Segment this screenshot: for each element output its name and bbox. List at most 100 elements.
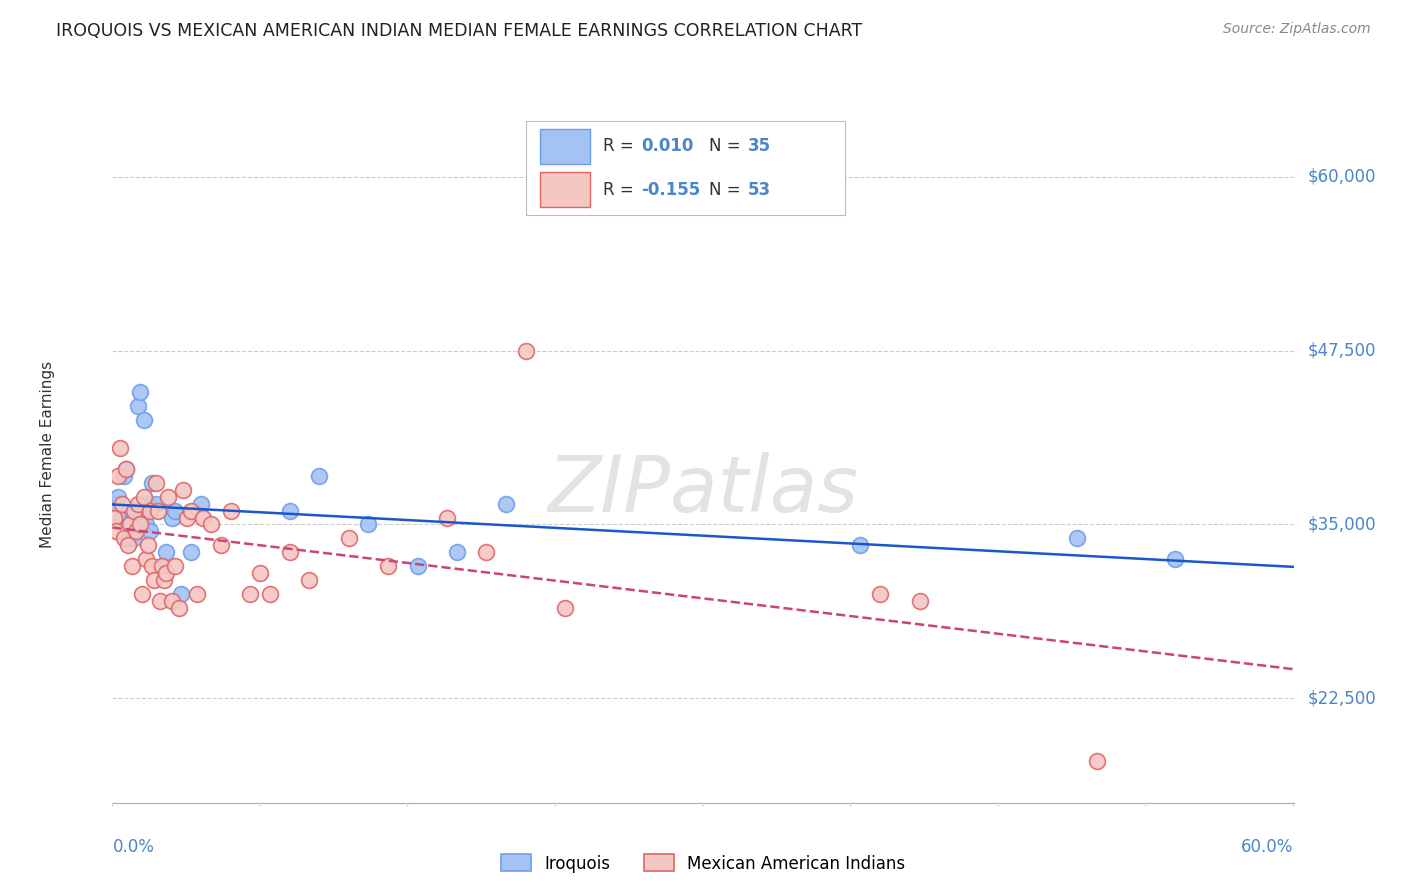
Point bbox=[150, 559, 173, 574]
Point bbox=[139, 503, 162, 517]
Point bbox=[136, 497, 159, 511]
Point bbox=[121, 503, 143, 517]
Text: 0.010: 0.010 bbox=[641, 137, 695, 155]
Point bbox=[259, 587, 281, 601]
Text: $60,000: $60,000 bbox=[1308, 168, 1376, 186]
Point bbox=[117, 538, 139, 552]
Point bbox=[337, 532, 360, 546]
FancyBboxPatch shape bbox=[540, 129, 589, 164]
Point bbox=[125, 524, 148, 539]
Point bbox=[191, 510, 214, 524]
Point bbox=[120, 517, 142, 532]
Point bbox=[165, 559, 187, 574]
Point bbox=[145, 475, 167, 490]
Point bbox=[155, 566, 177, 581]
Point bbox=[115, 462, 138, 476]
Point bbox=[219, 503, 242, 517]
Point bbox=[112, 532, 135, 546]
Text: 60.0%: 60.0% bbox=[1241, 838, 1294, 855]
Point bbox=[112, 468, 135, 483]
Text: ZIPatlas: ZIPatlas bbox=[547, 451, 859, 528]
Point bbox=[152, 573, 174, 587]
Point bbox=[129, 385, 152, 400]
Point bbox=[446, 545, 468, 559]
Point bbox=[115, 462, 138, 476]
Point bbox=[142, 573, 165, 587]
Point bbox=[515, 343, 537, 358]
Text: 53: 53 bbox=[748, 180, 770, 199]
Point bbox=[105, 497, 128, 511]
Point bbox=[131, 510, 153, 524]
Point bbox=[165, 503, 187, 517]
Point bbox=[554, 601, 576, 615]
Point bbox=[869, 587, 891, 601]
Text: R =: R = bbox=[603, 137, 638, 155]
Point bbox=[145, 497, 167, 511]
Text: -0.155: -0.155 bbox=[641, 180, 700, 199]
Text: $35,000: $35,000 bbox=[1308, 516, 1376, 533]
Point bbox=[131, 587, 153, 601]
Text: IROQUOIS VS MEXICAN AMERICAN INDIAN MEDIAN FEMALE EARNINGS CORRELATION CHART: IROQUOIS VS MEXICAN AMERICAN INDIAN MEDI… bbox=[56, 22, 862, 40]
Point bbox=[239, 587, 262, 601]
Point bbox=[1066, 532, 1088, 546]
Point bbox=[122, 503, 145, 517]
Point bbox=[127, 497, 149, 511]
Point bbox=[139, 524, 162, 539]
Point bbox=[849, 538, 872, 552]
Point bbox=[122, 532, 145, 546]
Point bbox=[475, 545, 498, 559]
Point bbox=[406, 559, 429, 574]
Point bbox=[357, 517, 380, 532]
Point bbox=[117, 532, 139, 546]
Point bbox=[135, 517, 157, 532]
Point bbox=[190, 497, 212, 511]
Point bbox=[170, 587, 193, 601]
Point bbox=[107, 490, 129, 504]
Point bbox=[495, 497, 517, 511]
Text: Median Female Earnings: Median Female Earnings bbox=[39, 361, 55, 549]
Point bbox=[278, 545, 301, 559]
Text: 0.0%: 0.0% bbox=[112, 838, 155, 855]
Point bbox=[155, 545, 177, 559]
Point bbox=[146, 503, 169, 517]
Point bbox=[1164, 552, 1187, 566]
Text: $47,500: $47,500 bbox=[1308, 342, 1376, 359]
Point bbox=[132, 413, 155, 427]
Point bbox=[200, 517, 222, 532]
Point bbox=[127, 399, 149, 413]
Point bbox=[149, 594, 172, 608]
Point bbox=[278, 503, 301, 517]
Point bbox=[176, 510, 198, 524]
FancyBboxPatch shape bbox=[526, 121, 845, 215]
FancyBboxPatch shape bbox=[540, 172, 589, 207]
Point bbox=[125, 503, 148, 517]
Point bbox=[105, 524, 128, 539]
Point bbox=[308, 468, 330, 483]
Text: 35: 35 bbox=[748, 137, 770, 155]
Text: $22,500: $22,500 bbox=[1308, 690, 1376, 707]
Point bbox=[107, 468, 129, 483]
Point bbox=[160, 594, 183, 608]
Text: N =: N = bbox=[709, 137, 745, 155]
Point bbox=[132, 490, 155, 504]
Point bbox=[141, 475, 163, 490]
Point bbox=[156, 490, 179, 504]
Point bbox=[135, 552, 157, 566]
Point bbox=[172, 483, 194, 497]
Point bbox=[908, 594, 931, 608]
Point bbox=[186, 587, 208, 601]
Point bbox=[249, 566, 271, 581]
Point bbox=[121, 559, 143, 574]
Point bbox=[180, 545, 202, 559]
Point bbox=[110, 441, 132, 455]
Text: R =: R = bbox=[603, 180, 638, 199]
Point bbox=[160, 510, 183, 524]
Text: Source: ZipAtlas.com: Source: ZipAtlas.com bbox=[1223, 22, 1371, 37]
Point bbox=[1085, 754, 1108, 768]
Point bbox=[120, 517, 142, 532]
Point bbox=[129, 517, 152, 532]
Point bbox=[180, 503, 202, 517]
Legend: Iroquois, Mexican American Indians: Iroquois, Mexican American Indians bbox=[495, 847, 911, 880]
Point bbox=[377, 559, 399, 574]
Point bbox=[111, 510, 134, 524]
